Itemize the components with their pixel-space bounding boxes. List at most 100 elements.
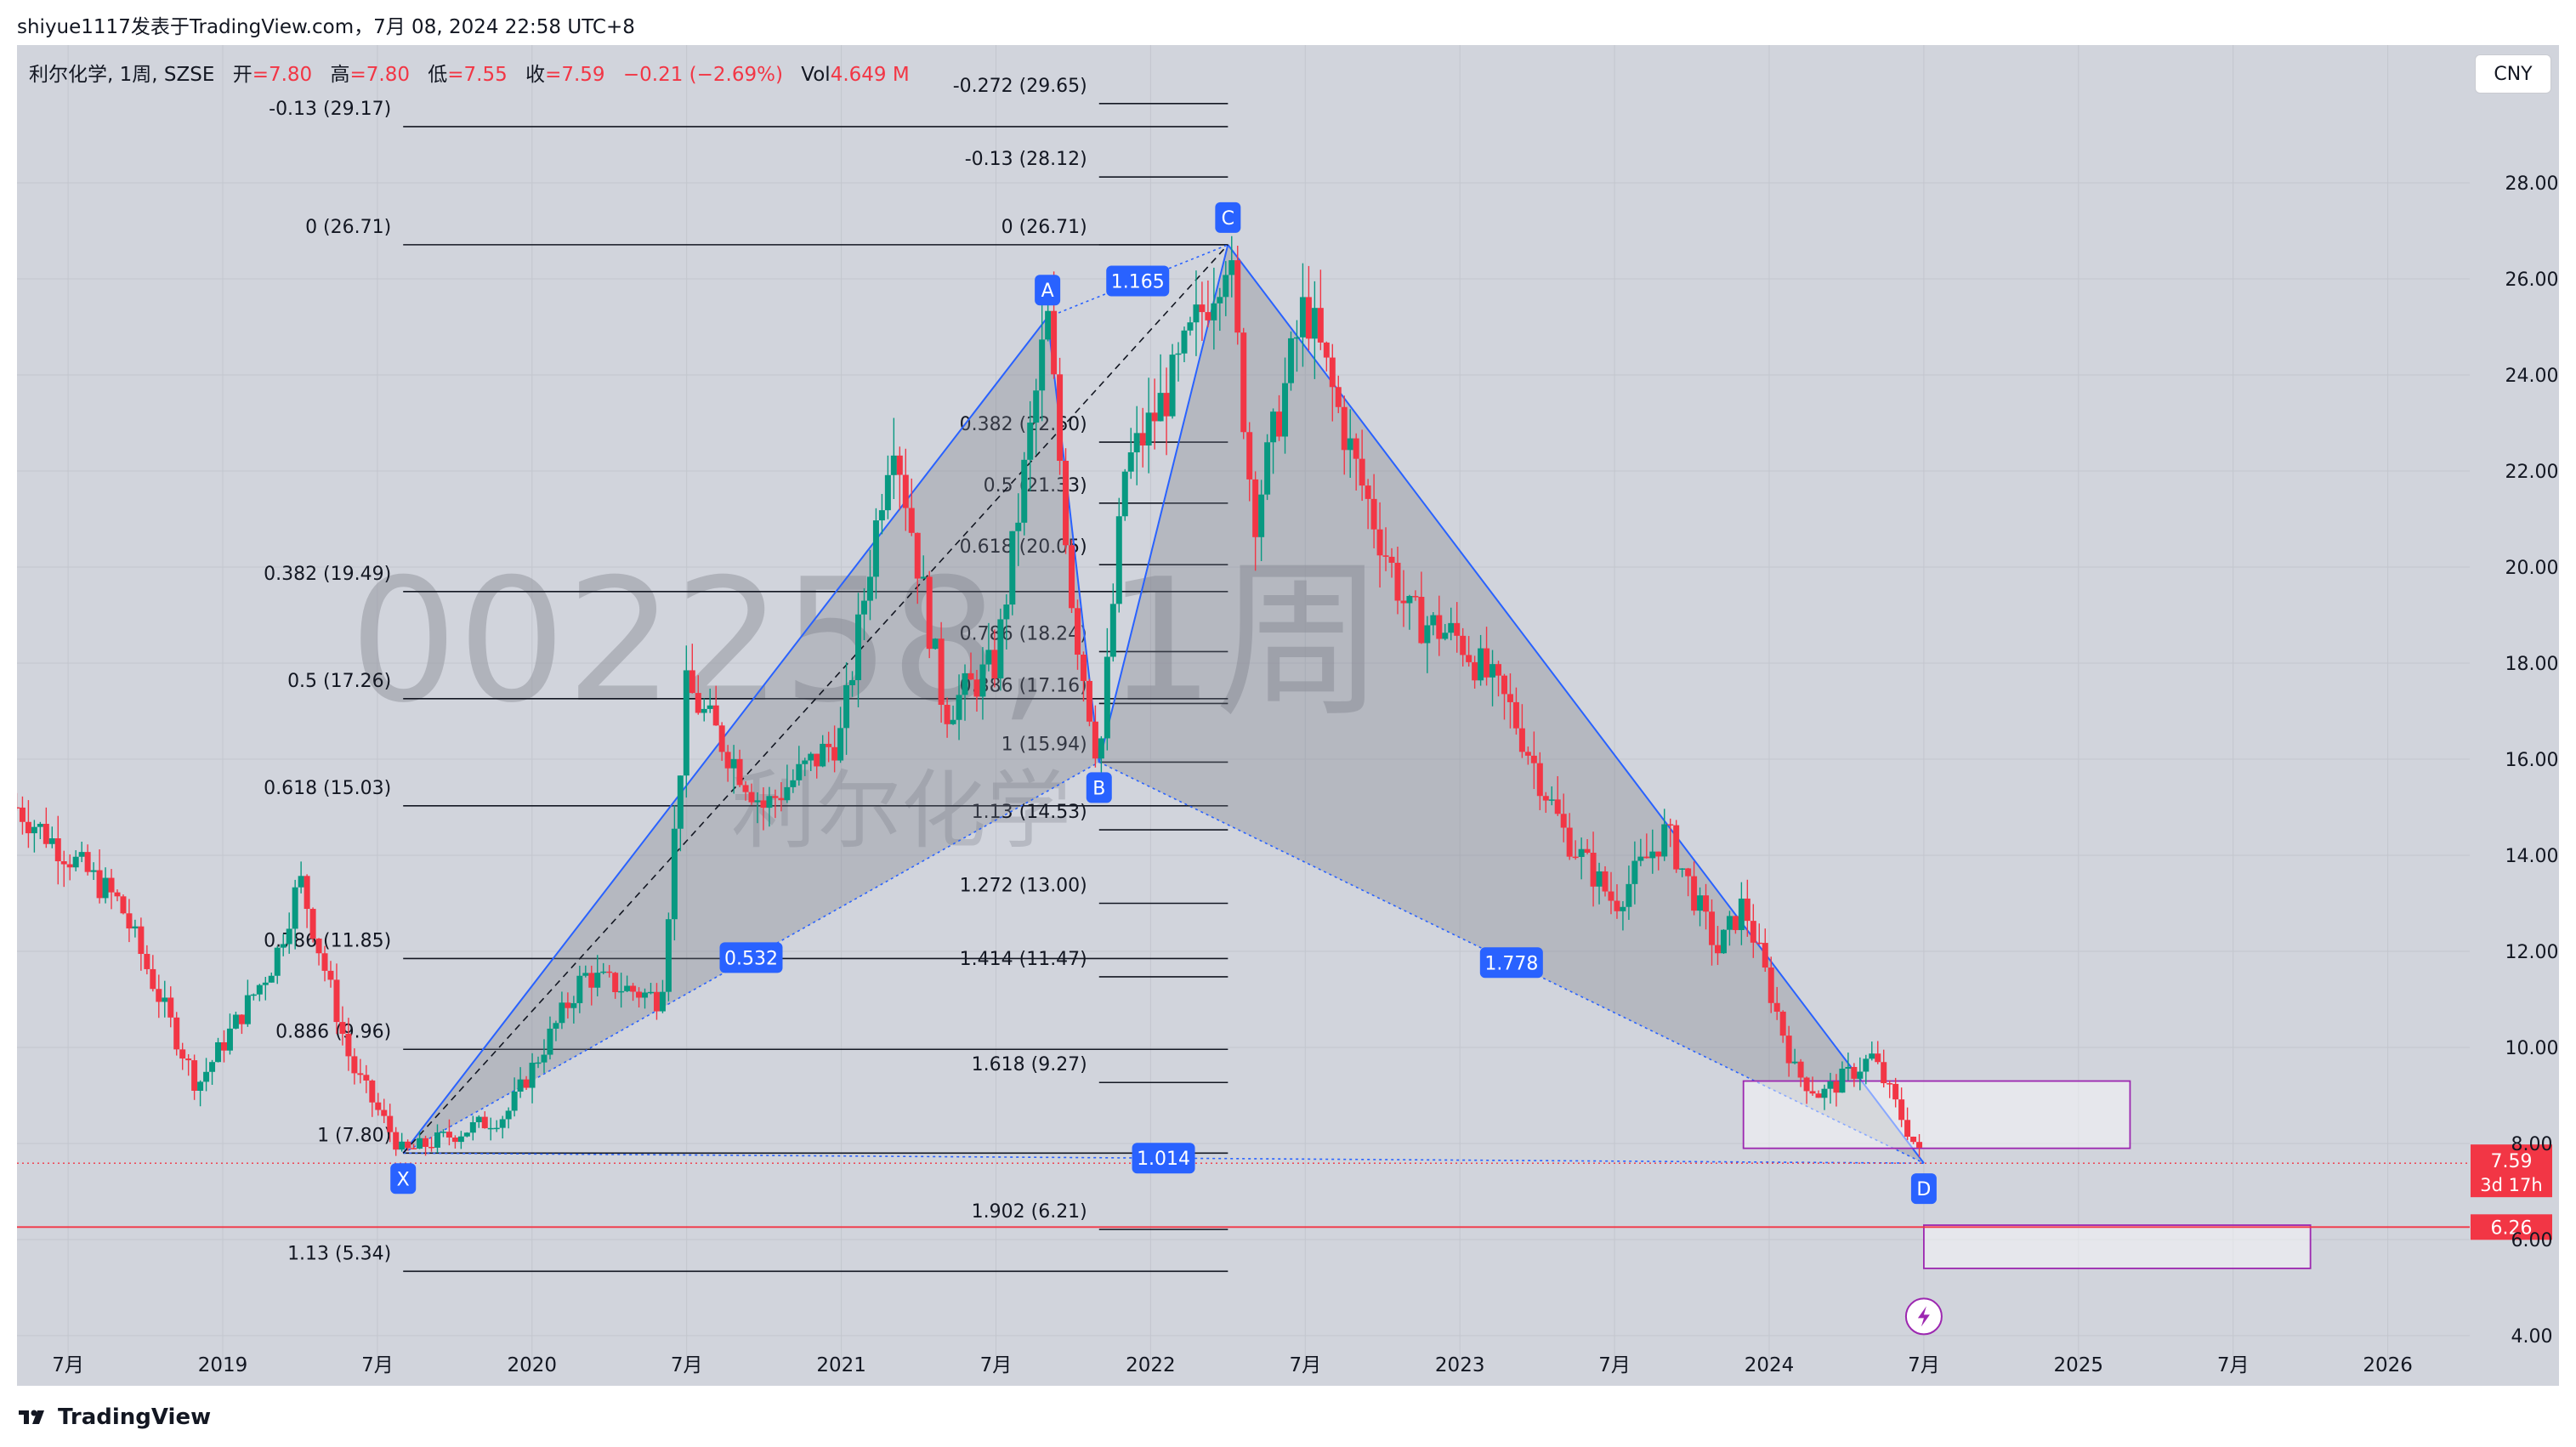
candle-body — [493, 1127, 500, 1130]
candle-body — [1869, 1053, 1875, 1059]
candle-body — [96, 870, 103, 899]
fib-left-level-label: 0.382 (19.49) — [264, 564, 391, 585]
chart-pane[interactable]: 002258, 1周 利尔化学 -0.13 (29.17) 0 (26.71) 0.3… — [17, 45, 2559, 1386]
fib-left-level-label: -0.13 (29.17) — [269, 99, 391, 120]
pattern-point-x-bg — [390, 1163, 417, 1194]
target-zone-box — [1742, 1080, 2131, 1149]
candle-body — [1287, 338, 1294, 383]
candle-body — [78, 852, 85, 857]
candle-body — [772, 796, 779, 798]
x-tick-label: 2025 — [2054, 1354, 2104, 1376]
candle-body — [72, 856, 79, 868]
candle-body — [1530, 755, 1537, 763]
candle-body — [1495, 664, 1502, 676]
candle-body — [1412, 595, 1419, 598]
footer-brand[interactable]: TradingView — [17, 1404, 211, 1430]
candle-body — [469, 1122, 476, 1133]
candle-body — [938, 638, 945, 706]
legend-high-label: 高 — [330, 64, 350, 86]
candle-body — [1376, 529, 1383, 556]
pattern-bcd-fill — [1098, 244, 1924, 1164]
candle-body — [802, 760, 809, 764]
legend-close-value: =7.59 — [545, 64, 605, 86]
y-tick-label: 18.00 — [2505, 654, 2559, 675]
x-tick-label: 7月 — [980, 1354, 1013, 1376]
candle-body — [1442, 633, 1449, 639]
candle-body — [908, 508, 915, 533]
candle-body — [1305, 297, 1312, 339]
candle-body — [890, 455, 897, 475]
legend-high-value: =7.80 — [349, 64, 410, 86]
candle-body — [357, 1073, 364, 1075]
ratio-badge-bg — [1479, 947, 1543, 979]
candle-body — [1015, 522, 1022, 531]
candle-body — [1750, 921, 1756, 943]
currency-button[interactable]: CNY — [2475, 54, 2551, 94]
candle-body — [1697, 895, 1704, 911]
candle-body — [162, 997, 168, 1002]
candle-body — [1211, 303, 1217, 321]
fib-right-level-label: 1.618 (9.27) — [972, 1054, 1087, 1075]
candle-body — [914, 532, 921, 579]
candle-body — [784, 786, 791, 801]
candle-body — [606, 971, 613, 973]
candle-body — [1329, 357, 1336, 388]
candle-body — [701, 708, 707, 713]
horizontal-level-tag — [2471, 1214, 2552, 1240]
candle-body — [387, 1115, 394, 1132]
last-price-tag — [2471, 1144, 2552, 1198]
x-tick-label: 7月 — [361, 1354, 394, 1376]
candle-body — [1151, 412, 1158, 422]
candle-body — [203, 1071, 210, 1082]
candle-body — [582, 973, 589, 976]
candle-body — [1732, 916, 1739, 930]
candle-body — [517, 1079, 524, 1092]
candle-body — [1454, 622, 1461, 636]
candle-body — [150, 968, 156, 990]
candle-body — [1655, 851, 1662, 857]
fib-right-level-label: 1.414 (11.47) — [960, 949, 1087, 970]
candle-body — [327, 970, 334, 980]
candle-body — [1501, 675, 1507, 695]
candle-body — [309, 909, 316, 939]
candle-body — [1881, 1062, 1887, 1084]
candle-body — [748, 792, 755, 803]
candle-body — [411, 1148, 417, 1149]
candle-body — [1809, 1091, 1816, 1094]
candle-body — [48, 838, 55, 844]
ratio-badge-bg — [719, 942, 783, 973]
candle-body — [1400, 600, 1407, 604]
target-zone-box — [1922, 1224, 2312, 1269]
candle-body — [689, 670, 695, 694]
fib-right-level-label: 1.272 (13.00) — [960, 876, 1087, 897]
candle-body — [126, 913, 133, 929]
candle-body — [1643, 856, 1650, 859]
candle-body — [54, 838, 61, 862]
candle-body — [66, 864, 73, 868]
y-tick-label: 4.00 — [2511, 1326, 2553, 1348]
candle-body — [1797, 1061, 1804, 1078]
last-price-label: 7.59 — [2491, 1151, 2533, 1172]
candle-body — [1258, 494, 1265, 537]
candle-body — [434, 1132, 440, 1148]
candle-body — [445, 1132, 452, 1138]
candle-body — [1382, 555, 1389, 557]
candle-body — [156, 989, 162, 1002]
candle-body — [1637, 856, 1644, 861]
candle-body — [1436, 615, 1443, 639]
candle-body — [932, 638, 939, 650]
candle-body — [417, 1138, 423, 1149]
legend-low-value: =7.55 — [447, 64, 508, 86]
candle-body — [742, 785, 749, 792]
candle-body — [244, 995, 251, 1024]
candle-body — [962, 672, 968, 695]
candle-body — [1566, 827, 1573, 857]
candle-body — [1228, 260, 1235, 275]
candle-body — [1370, 498, 1377, 530]
candle-body — [820, 743, 826, 767]
candle-body — [973, 679, 980, 697]
candle-body — [1299, 297, 1306, 338]
candle-body — [1779, 1011, 1786, 1036]
candle-body — [1738, 898, 1745, 930]
